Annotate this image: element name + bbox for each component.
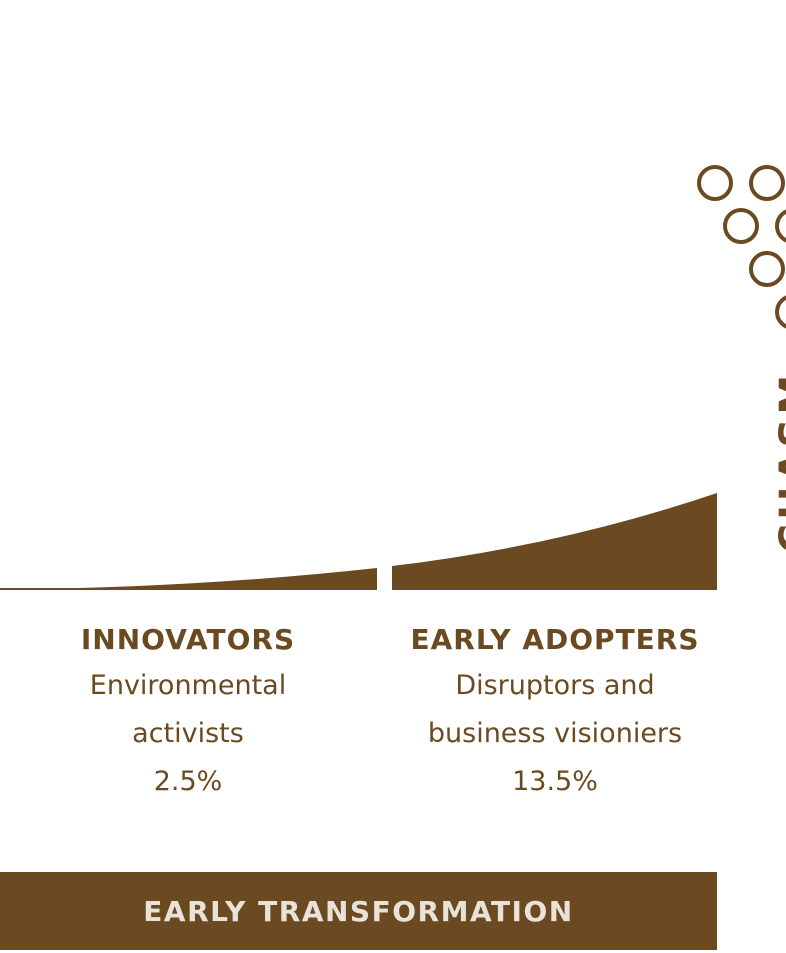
chasm-circle <box>749 165 785 201</box>
chasm-label: CHASM <box>772 371 786 553</box>
phase-banner: EARLY TRANSFORMATION <box>0 872 717 950</box>
innovators-title: INNOVATORS <box>80 623 296 656</box>
chasm-circle <box>723 208 759 244</box>
innovators-percent: 2.5% <box>153 766 223 797</box>
chasm-circle <box>749 251 785 287</box>
early-adopters-label: EARLY ADOPTERS Disruptors and business v… <box>390 618 720 806</box>
chasm-circles <box>697 165 786 329</box>
chasm-circle <box>775 295 786 329</box>
innovators-label: INNOVATORS Environmental activists 2.5% <box>38 618 338 806</box>
early-adopters-desc-line1: Disruptors and <box>455 670 655 701</box>
chasm-circle <box>775 209 786 243</box>
phase-label: EARLY TRANSFORMATION <box>143 894 574 928</box>
innovators-desc-line1: Environmental <box>89 670 287 701</box>
early-adopters-curve-area <box>392 493 717 590</box>
early-adopters-percent: 13.5% <box>512 766 598 797</box>
innovators-desc-line2: activists <box>132 718 244 749</box>
early-adopters-title: EARLY ADOPTERS <box>410 623 700 656</box>
early-adopters-desc-line2: business visioniers <box>427 718 683 749</box>
innovators-curve-area <box>80 568 377 590</box>
chasm-circle <box>697 165 733 201</box>
